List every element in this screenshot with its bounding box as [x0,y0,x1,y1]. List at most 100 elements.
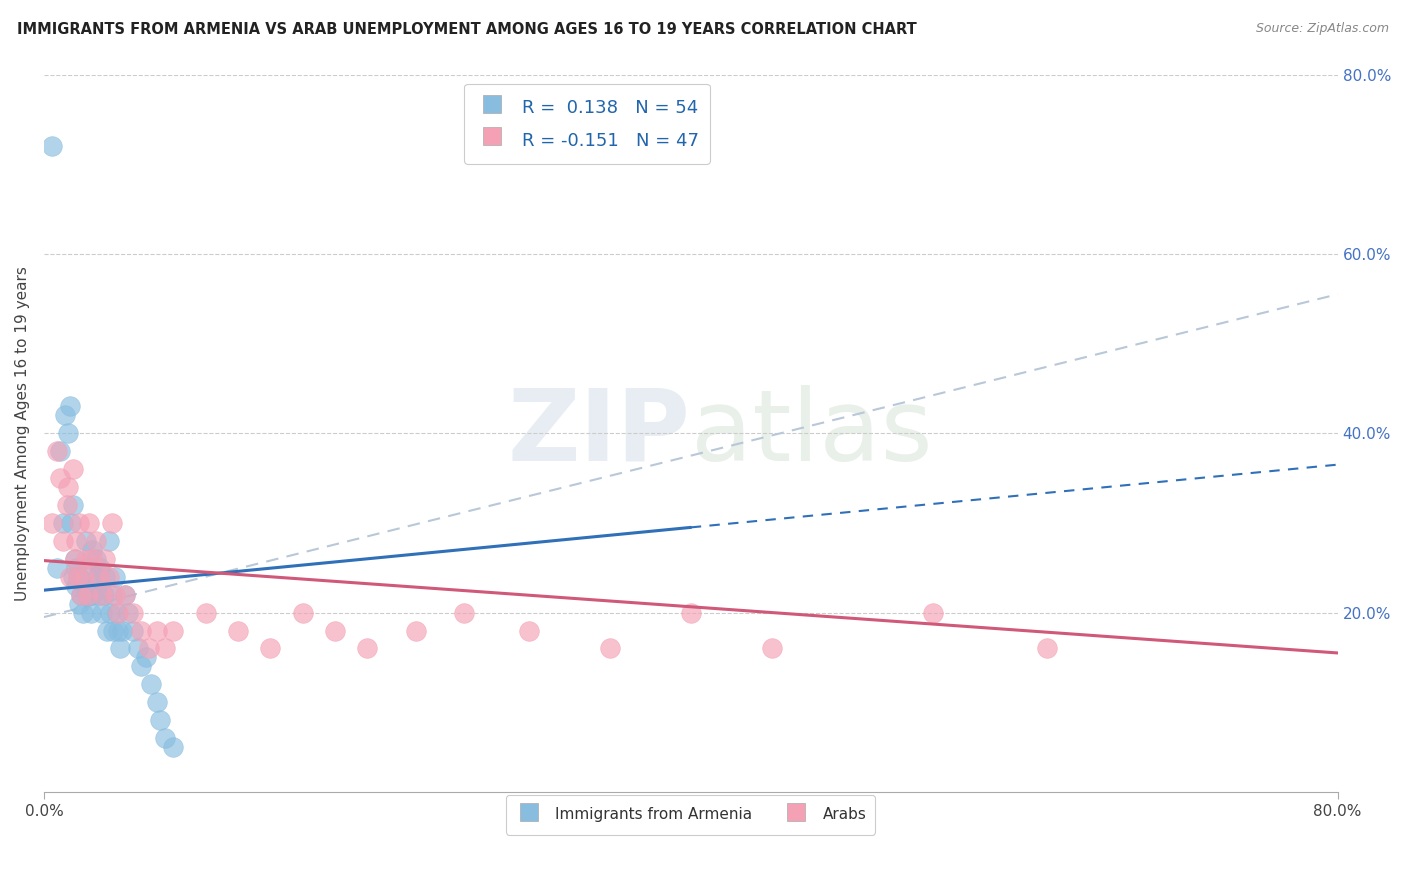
Point [76,588,98,602]
Point [77,561,100,575]
Point [82,542,104,557]
Text: Source: ZipAtlas.com: Source: ZipAtlas.com [1256,22,1389,36]
Point [94,551,117,566]
Point [153,641,176,656]
Point [146,624,169,638]
Point [114,588,136,602]
Point [139,677,162,691]
Point [72,606,94,620]
Point [82,551,104,566]
Point [77,516,100,530]
Point [59,400,82,414]
Point [53,409,76,423]
Point [80,606,103,620]
Point [129,659,152,673]
Point [66,570,89,584]
Point [101,588,124,602]
Point [114,588,136,602]
Text: atlas: atlas [690,384,932,482]
Point [75,533,97,548]
Point [1035,641,1057,656]
Point [149,713,172,727]
Point [94,570,117,584]
Point [63,551,86,566]
Point [69,516,91,530]
Point [75,551,97,566]
Point [259,641,281,656]
Point [91,588,114,602]
Point [70,588,93,602]
Point [87,588,110,602]
Point [104,588,127,602]
Point [138,641,160,656]
Point [49,444,72,458]
Point [83,579,105,593]
Point [56,426,79,441]
Point [89,561,111,575]
Point [97,533,120,548]
Point [52,516,75,530]
Point [103,624,125,638]
Point [108,641,131,656]
Point [59,570,82,584]
Point [194,606,217,620]
Point [82,588,104,602]
Point [162,740,184,755]
Point [453,606,475,620]
Point [517,624,540,638]
Y-axis label: Unemployment Among Ages 16 to 19 years: Unemployment Among Ages 16 to 19 years [15,266,30,600]
Point [356,641,378,656]
Point [84,533,107,548]
Point [162,624,184,638]
Point [62,498,84,512]
Point [69,597,91,611]
Point [91,606,114,620]
Point [55,498,77,512]
Point [117,606,139,620]
Point [84,551,107,566]
Point [135,650,157,665]
Point [761,641,783,656]
Point [121,606,143,620]
Point [107,606,129,620]
Point [66,570,89,584]
Point [49,471,72,485]
Point [73,570,96,584]
Point [226,624,249,638]
Point [127,641,149,656]
Point [62,462,84,476]
Point [104,570,127,584]
Point [97,570,120,584]
Point [63,551,86,566]
Point [86,570,108,584]
Point [93,588,115,602]
Legend: Immigrants from Armenia, Arabs: Immigrants from Armenia, Arabs [506,795,876,835]
Point [107,624,129,638]
Point [70,588,93,602]
Point [41,139,63,153]
Point [291,606,314,620]
Point [76,588,98,602]
Point [65,561,87,575]
Point [146,695,169,709]
Point [73,579,96,593]
Point [98,606,121,620]
Point [65,533,87,548]
Text: ZIP: ZIP [508,384,690,482]
Point [110,624,132,638]
Point [101,516,124,530]
Point [405,624,427,638]
Point [599,641,621,656]
Point [45,561,67,575]
Point [65,579,87,593]
Point [105,606,128,620]
Point [922,606,945,620]
Point [52,533,75,548]
Point [121,624,143,638]
Point [129,624,152,638]
Point [56,480,79,494]
Point [679,606,702,620]
Point [60,516,83,530]
Text: IMMIGRANTS FROM ARMENIA VS ARAB UNEMPLOYMENT AMONG AGES 16 TO 19 YEARS CORRELATI: IMMIGRANTS FROM ARMENIA VS ARAB UNEMPLOY… [17,22,917,37]
Point [87,570,110,584]
